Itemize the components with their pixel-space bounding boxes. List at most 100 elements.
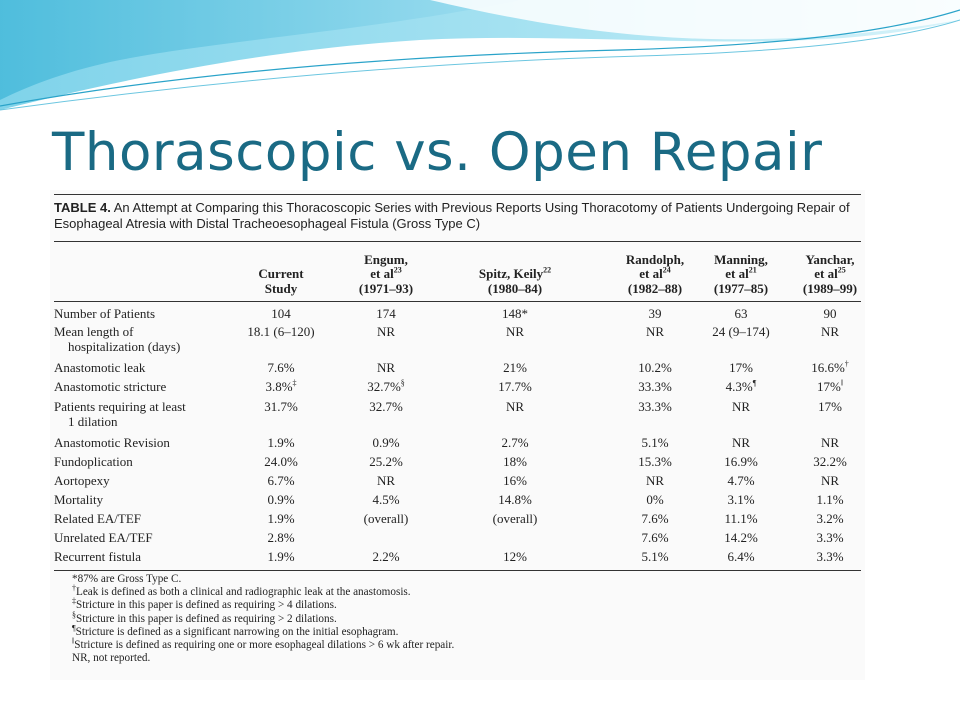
table-cell: NR [645,473,665,488]
table-cell: 148* [502,306,528,321]
citation-ref: 21 [748,265,757,275]
footnote: ¶Stricture is defined as a significant n… [72,623,399,638]
table-caption: TABLE 4. An Attempt at Comparing this Th… [54,200,854,232]
row-label-continuation: hospitalization (days) [68,339,181,354]
table-cell: 16.6%† [811,359,849,375]
column-header: Engum, et al23 (1971–93) [341,248,431,296]
table-cell: 5.1% [641,549,669,564]
table-cell: 25.2% [369,454,403,469]
row-label-text: Mean length of [54,324,134,339]
table-cell: 3.3% [816,549,844,564]
row-label: Mortality [54,492,229,507]
table-footnotes: *87% are Gross Type C. †Leak is defined a… [72,573,852,665]
citation-ref: 24 [662,265,671,275]
table-cell: NR [820,435,840,450]
table-cell: 2.8% [267,530,295,545]
table-cell: 32.7%§ [367,378,405,394]
table-cell: 3.8%‡ [265,378,297,394]
table-cell: 174 [376,306,396,321]
footnote: †Leak is defined as both a clinical and … [72,583,411,599]
citation-ref: 25 [837,265,846,275]
table-cell: 17.7% [498,379,532,394]
row-label-text: Aortopexy [54,473,110,488]
table-cell: (overall) [492,511,538,526]
column-header: Current Study [226,248,336,296]
caption-rule [54,241,861,242]
footnote-marker: ‖ [72,636,75,646]
footnote-marker: ‡ [72,596,76,606]
row-label-text: Patients requiring at least [54,399,186,414]
table-cell: 7.6% [641,511,669,526]
table-cell: 104 [271,306,291,321]
table-cell: 18% [503,454,527,469]
table-cell: 11.1% [724,511,758,526]
table-cell: 1.9% [267,511,295,526]
table-cell: 32.2% [813,454,847,469]
table-cell: 2.7% [501,435,529,450]
table-cell: 12% [503,549,527,564]
column-header-line: Engum, [364,251,408,267]
table-cell: 33.3% [638,379,672,394]
row-label-text: Anastomotic leak [54,360,146,375]
table-number: TABLE 4. [54,200,111,215]
table-cell: 10.2% [638,360,672,375]
column-header: Manning, et al21 (1977–85) [699,248,784,296]
row-label: Anastomotic leak [54,360,229,375]
column-header-line: Yanchar, [805,251,855,267]
table-cell: 14.2% [724,530,758,545]
row-label-text: Anastomotic stricture [54,379,167,394]
table-cell: 4.5% [372,492,400,507]
table-cell: 7.6% [641,530,669,545]
footnote: *87% are Gross Type C. [72,573,182,585]
row-label: Unrelated EA/TEF [54,530,229,545]
footnote-marker: ‡ [292,378,297,388]
table-cell: NR [505,399,525,414]
row-label: Fundoplication [54,454,229,469]
row-label: Mean length of hospitalization (days) [54,324,229,354]
column-header: Yanchar, et al25 (1989–99) [788,248,873,296]
table-cell: 7.6% [267,360,295,375]
table-cell: 6.7% [267,473,295,488]
table-cell: 16.9% [724,454,758,469]
column-header-line: (1980–84) [487,280,543,296]
table-cell: 31.7% [264,399,298,414]
column-header-line: (1989–99) [802,280,858,296]
table-cell: 24.0% [264,454,298,469]
footnote: NR, not reported. [72,652,151,665]
slide-title: Thorascopic vs. Open Repair [52,122,823,183]
column-header-line: Randolph, [625,251,685,267]
footnote-marker: ¶ [72,623,76,633]
table-cell: 1.1% [816,492,844,507]
row-label: Anastomotic Revision [54,435,229,450]
row-label-text: Fundoplication [54,454,133,469]
footnote-marker: ‖ [840,378,844,388]
table-cell: 16% [503,473,527,488]
row-label-continuation: 1 dilation [68,414,118,429]
column-header-line: Manning, [714,251,768,267]
row-label: Aortopexy [54,473,229,488]
row-label-text: Recurrent fistula [54,549,141,564]
table-cell: NR [376,324,396,339]
table-cell: 32.7% [369,399,403,414]
table-cell: 3.3% [816,530,844,545]
column-header-line: (1982–88) [627,280,683,296]
citation-ref: 23 [393,265,402,275]
column-header-line: (1977–85) [713,280,769,296]
table-cell: NR [820,473,840,488]
row-label: Number of Patients [54,306,229,321]
row-label-text: Unrelated EA/TEF [54,530,153,545]
table-cell: 1.9% [267,435,295,450]
table-cell: 0.9% [267,492,295,507]
table-bottom-rule [54,570,861,571]
footnote-marker: § [72,609,76,619]
table-cell: 4.3%¶ [725,378,757,394]
column-header-line: Spitz, Keily22 [478,265,552,281]
column-header-line: et al25 [814,265,846,281]
table-cell: 21% [503,360,527,375]
table-cell: 5.1% [641,435,669,450]
header-rule [54,301,861,302]
row-label: Anastomotic stricture [54,379,229,394]
table-cell: 17%‖ [816,378,844,394]
table-cell: 2.2% [372,549,400,564]
column-header-line: Study [264,280,298,296]
